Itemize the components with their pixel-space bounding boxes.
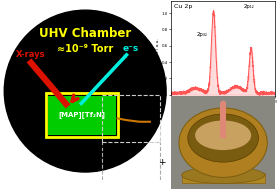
Text: X-rays: X-rays <box>16 50 46 59</box>
Ellipse shape <box>188 114 258 162</box>
Text: 2p₁₂: 2p₁₂ <box>244 4 255 9</box>
Bar <box>46 93 117 137</box>
Ellipse shape <box>195 120 251 150</box>
Text: -: - <box>101 143 104 152</box>
Bar <box>102 94 160 142</box>
Bar <box>220 103 226 138</box>
Bar <box>182 173 265 183</box>
Circle shape <box>220 101 226 105</box>
Circle shape <box>4 10 166 172</box>
Y-axis label: CPS / a.u.: CPS / a.u. <box>156 38 160 59</box>
X-axis label: Binding Energy / eV: Binding Energy / eV <box>201 105 245 109</box>
Text: 2p₃₂: 2p₃₂ <box>197 32 208 37</box>
Bar <box>48 96 116 135</box>
Text: e⁻s: e⁻s <box>123 44 139 53</box>
Ellipse shape <box>182 167 265 184</box>
Text: ≈10⁻⁹ Torr: ≈10⁻⁹ Torr <box>57 43 113 53</box>
Text: +: + <box>158 158 166 167</box>
Text: UHV Chamber: UHV Chamber <box>39 27 131 40</box>
Text: [MAP][Tf₂N]: [MAP][Tf₂N] <box>58 112 105 119</box>
Text: Cu 2p: Cu 2p <box>174 4 193 9</box>
Ellipse shape <box>179 108 267 177</box>
